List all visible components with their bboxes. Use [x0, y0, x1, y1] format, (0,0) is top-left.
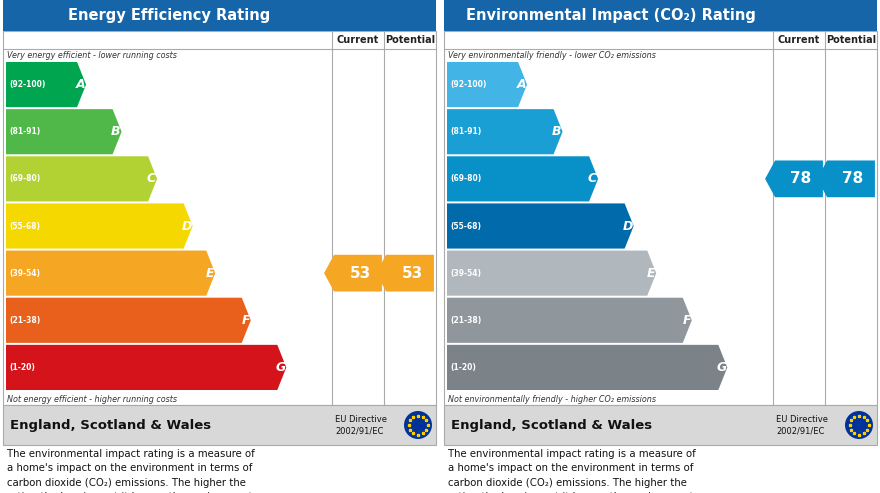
Polygon shape	[324, 255, 382, 291]
Text: (69-80): (69-80)	[450, 175, 481, 183]
Text: Potential: Potential	[385, 35, 435, 45]
Bar	[3, 405, 436, 445]
Text: (81-91): (81-91)	[450, 127, 481, 136]
Bar	[3, 0, 436, 31]
Bar	[444, 31, 877, 405]
Polygon shape	[447, 345, 727, 390]
Text: (39-54): (39-54)	[450, 269, 481, 278]
Text: (39-54): (39-54)	[9, 269, 40, 278]
Polygon shape	[447, 250, 656, 296]
Polygon shape	[6, 62, 86, 107]
Text: (21-38): (21-38)	[9, 316, 40, 325]
Text: (55-68): (55-68)	[9, 221, 40, 231]
Bar	[444, 405, 877, 445]
Text: Very energy efficient - lower running costs: Very energy efficient - lower running co…	[7, 50, 177, 60]
Text: G: G	[716, 361, 726, 374]
Text: 78: 78	[842, 172, 863, 186]
Polygon shape	[447, 109, 562, 154]
Text: Not energy efficient - higher running costs: Not energy efficient - higher running co…	[7, 394, 177, 403]
Text: A: A	[76, 78, 85, 91]
Text: (1-20): (1-20)	[450, 363, 476, 372]
Text: England, Scotland & Wales: England, Scotland & Wales	[451, 419, 652, 431]
Polygon shape	[6, 109, 121, 154]
Text: Not environmentally friendly - higher CO₂ emissions: Not environmentally friendly - higher CO…	[448, 394, 656, 403]
Text: C: C	[147, 173, 156, 185]
Polygon shape	[6, 156, 158, 202]
Text: B: B	[111, 125, 121, 138]
Text: Environmental Impact (CO₂) Rating: Environmental Impact (CO₂) Rating	[466, 8, 755, 23]
Text: Potential: Potential	[826, 35, 876, 45]
Text: F: F	[682, 314, 691, 327]
Text: Energy Efficiency Rating: Energy Efficiency Rating	[69, 8, 271, 23]
Bar	[444, 0, 877, 31]
Polygon shape	[817, 160, 875, 197]
Polygon shape	[6, 345, 286, 390]
Polygon shape	[765, 160, 823, 197]
Text: EU Directive
2002/91/EC: EU Directive 2002/91/EC	[335, 415, 387, 435]
Text: E: E	[206, 267, 214, 280]
Polygon shape	[376, 255, 434, 291]
Polygon shape	[447, 62, 527, 107]
Circle shape	[845, 411, 873, 439]
Polygon shape	[447, 298, 692, 343]
Polygon shape	[447, 156, 598, 202]
Text: G: G	[275, 361, 285, 374]
Text: EU Directive
2002/91/EC: EU Directive 2002/91/EC	[776, 415, 828, 435]
Text: (21-38): (21-38)	[450, 316, 481, 325]
Text: (55-68): (55-68)	[450, 221, 481, 231]
Polygon shape	[6, 204, 193, 248]
Text: (81-91): (81-91)	[9, 127, 40, 136]
Text: (92-100): (92-100)	[450, 80, 487, 89]
Text: D: D	[622, 219, 633, 233]
Text: Current: Current	[337, 35, 379, 45]
Text: F: F	[241, 314, 250, 327]
Text: The environmental impact rating is a measure of
a home's impact on the environme: The environmental impact rating is a mea…	[448, 449, 697, 493]
Text: Very environmentally friendly - lower CO₂ emissions: Very environmentally friendly - lower CO…	[448, 50, 656, 60]
Text: D: D	[181, 219, 192, 233]
Text: 78: 78	[790, 172, 811, 186]
Text: The environmental impact rating is a measure of
a home's impact on the environme: The environmental impact rating is a mea…	[7, 449, 256, 493]
Text: E: E	[647, 267, 656, 280]
Text: (69-80): (69-80)	[9, 175, 40, 183]
Polygon shape	[6, 250, 216, 296]
Text: B: B	[552, 125, 561, 138]
Text: England, Scotland & Wales: England, Scotland & Wales	[10, 419, 211, 431]
Polygon shape	[6, 298, 251, 343]
Bar	[3, 31, 436, 405]
Text: 53: 53	[349, 266, 370, 281]
Text: C: C	[588, 173, 598, 185]
Text: (1-20): (1-20)	[9, 363, 35, 372]
Text: 53: 53	[401, 266, 422, 281]
Polygon shape	[447, 204, 634, 248]
Text: A: A	[517, 78, 526, 91]
Text: Current: Current	[778, 35, 820, 45]
Text: (92-100): (92-100)	[9, 80, 46, 89]
Circle shape	[404, 411, 432, 439]
